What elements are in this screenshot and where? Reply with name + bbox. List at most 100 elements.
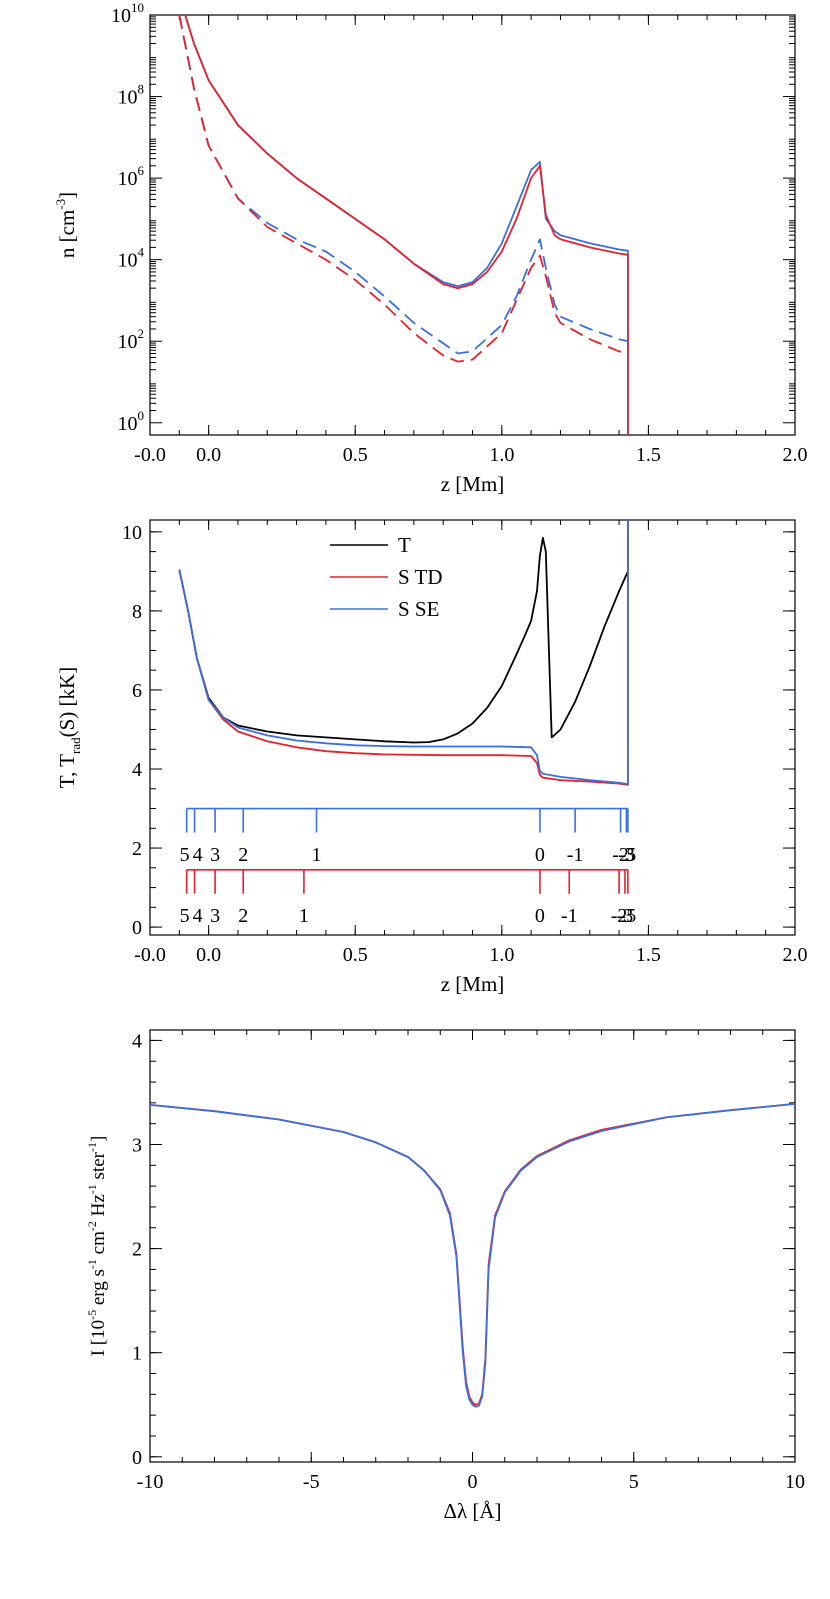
tau-scale-se: 5 4 3 2 1 0 -1 -2-3-5 (180, 807, 637, 866)
y-tick-label: 0 (132, 917, 142, 939)
y-tick-label: 106 (118, 163, 145, 190)
x-axis-label: Δλ [Å] (443, 1499, 501, 1523)
tau-scale-label: -3 (618, 844, 635, 866)
tau-scale-label: -1 (561, 905, 578, 927)
y-tick-label: 6 (132, 680, 142, 702)
y-label-part: -1 (85, 1142, 99, 1152)
y-tick-exponent: 10 (131, 0, 144, 15)
y-tick-label: 0 (132, 1447, 142, 1469)
series-line-n_total_td (184, 15, 629, 435)
y-tick-label: 104 (118, 245, 145, 272)
y-label-main: T, T (55, 754, 79, 788)
y-label-sub: rad (68, 737, 83, 754)
series-line-i-td (150, 1103, 795, 1406)
y-label-end: ] (55, 192, 79, 199)
x-tick-label: -0.0 (134, 444, 166, 466)
x-tick-label: 0.0 (196, 944, 221, 966)
y-label-part: -5 (85, 1310, 99, 1320)
tau-scale-label: -3 (617, 905, 634, 927)
y-label-sup: -3 (53, 199, 68, 210)
y-tick-base: 10 (118, 413, 138, 435)
y-tick-exponent: 2 (138, 326, 145, 341)
tau-scale-label: -2 (612, 844, 629, 866)
y-tick-base: 10 (118, 331, 138, 353)
y-label-part: erg s (88, 1269, 109, 1310)
tau-scale-label: 5 (180, 905, 190, 927)
tau-scale-label: 1 (312, 844, 322, 866)
x-tick-label: 1.5 (636, 444, 661, 466)
tau-scale-label: 1 (299, 905, 309, 927)
y-tick-label: 4 (132, 759, 142, 781)
x-tick-label: 1.0 (489, 944, 514, 966)
plot-frame (149, 1029, 796, 1463)
tau-scale-label: 3 (210, 844, 220, 866)
y-label-end: (S) [kK] (55, 667, 79, 738)
y-label-part: -1 (85, 1259, 99, 1269)
y-tick-label: 3 (132, 1135, 142, 1157)
tau-scale-label: 5 (180, 844, 190, 866)
legend-label: S TD (398, 565, 443, 589)
y-label-part: I [10 (88, 1320, 109, 1356)
y-axis-label: T, Trad(S) [kK] (55, 667, 83, 788)
y-tick-label: 4 (132, 1030, 142, 1052)
legend-label: T (398, 533, 411, 557)
series-line-n_minor_td (178, 15, 629, 363)
x-tick-label: -5 (303, 1471, 320, 1493)
x-tick-label: 1.0 (489, 444, 514, 466)
tau-scale-label: 2 (238, 844, 248, 866)
y-axis-label: I [10-5 erg s-1 cm-2 Hz-1 ster-1] (85, 1136, 109, 1357)
y-tick-label: 1010 (111, 0, 144, 27)
x-tick-label: 2.0 (783, 444, 808, 466)
y-label-part: ] (88, 1136, 109, 1142)
tau-scale-label: 4 (193, 905, 203, 927)
series-group (178, 520, 629, 786)
y-tick-label: 1 (132, 1343, 142, 1365)
legend-label: S SE (398, 597, 439, 621)
y-tick-label: 108 (118, 82, 145, 109)
x-tick-label: -10 (137, 1471, 164, 1493)
y-tick-label: 102 (118, 326, 145, 353)
x-axis-label: z [Mm] (441, 472, 505, 496)
y-tick-label: 8 (132, 601, 142, 623)
x-tick-label: 1.5 (636, 944, 661, 966)
x-tick-label: 0.0 (196, 444, 221, 466)
y-label-part: ster (88, 1151, 109, 1184)
x-tick-label: 0.5 (343, 944, 368, 966)
tau-scale-label: 3 (210, 905, 220, 927)
series-line-n_minor_se (178, 15, 629, 355)
tau-scale-label: 4 (193, 844, 203, 866)
y-tick-label: 100 (118, 408, 145, 435)
y-tick-exponent: 4 (138, 245, 145, 260)
x-tick-label: -0.0 (134, 944, 166, 966)
tau-scale-td: 5 4 3 2 1 0 -1 -2-3-5 (180, 868, 637, 927)
y-tick-exponent: 8 (138, 82, 145, 97)
y-tick-exponent: 0 (138, 408, 145, 423)
tau-scale-label: 2 (238, 905, 248, 927)
series-group (150, 1103, 795, 1408)
y-tick-label: 2 (132, 1239, 142, 1261)
x-tick-label: 10 (785, 1471, 805, 1493)
y-axis-label: n [cm-3] (53, 192, 79, 258)
x-tick-label: 0.5 (343, 444, 368, 466)
y-tick-exponent: 6 (138, 163, 145, 178)
tau-scale-label: -5 (620, 844, 637, 866)
tau-scale-label: -1 (567, 844, 584, 866)
tau-scale-label: 0 (535, 844, 545, 866)
y-tick-base: 10 (118, 87, 138, 109)
x-axis-label: z [Mm] (441, 972, 505, 996)
y-tick-base: 10 (118, 250, 138, 272)
y-label-part: Hz (88, 1194, 109, 1221)
tau-scale-label: -5 (620, 905, 637, 927)
series-line-t (178, 520, 629, 744)
series-line-i-se (150, 1103, 795, 1408)
x-tick-label: 5 (629, 1471, 639, 1493)
series-group (178, 15, 629, 435)
tau-scale-label: 0 (535, 905, 545, 927)
x-tick-label: 2.0 (783, 944, 808, 966)
y-tick-base: 10 (118, 168, 138, 190)
y-tick-label: 2 (132, 838, 142, 860)
